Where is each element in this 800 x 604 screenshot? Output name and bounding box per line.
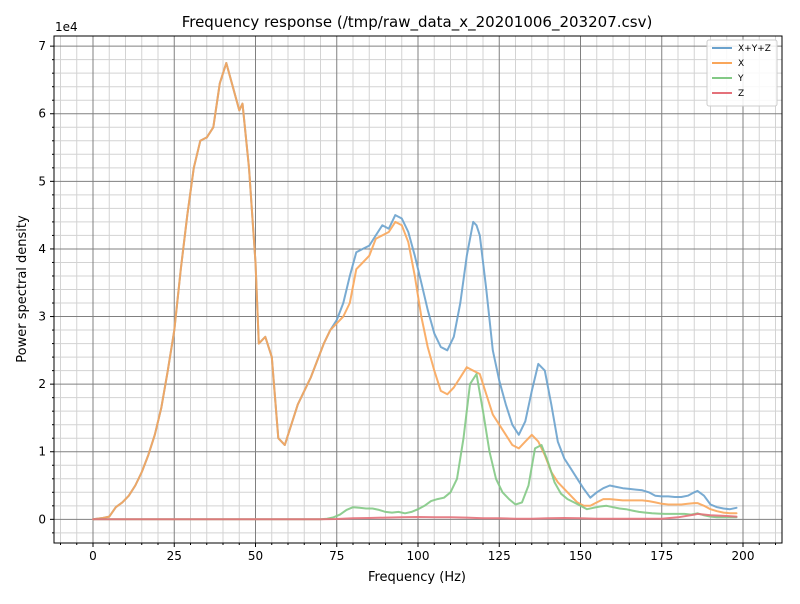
y-tick-label: 2 — [38, 377, 46, 391]
x-tick-label: 50 — [248, 549, 263, 563]
y-tick-label: 4 — [38, 242, 46, 256]
y-tick-label: 3 — [38, 310, 46, 324]
chart-title: Frequency response (/tmp/raw_data_x_2020… — [182, 13, 653, 32]
series-line-x — [92, 62, 738, 521]
x-tick-label: 150 — [569, 549, 592, 563]
y-tick-label: 1 — [38, 445, 46, 459]
legend-label: X+Y+Z — [738, 44, 771, 54]
y-tick-label: 5 — [38, 174, 46, 188]
x-tick-label: 125 — [488, 549, 511, 563]
x-tick-label: 175 — [650, 549, 673, 563]
series-line-z — [92, 512, 738, 521]
x-tick-label: 200 — [732, 549, 755, 563]
y-tick-label: 7 — [38, 39, 46, 53]
x-tick-label: 25 — [167, 549, 182, 563]
y-axis-label: Power spectral density — [15, 215, 30, 363]
x-axis-label: Frequency (Hz) — [368, 570, 466, 585]
legend: X+Y+Z XYZ — [706, 39, 778, 107]
legend-label: Y — [737, 74, 744, 84]
y-axis-multiplier: 1e4 — [55, 20, 78, 34]
series-layer — [92, 62, 738, 521]
x-tick-label: 75 — [329, 549, 344, 563]
legend-box — [706, 39, 778, 107]
legend-label: X — [738, 59, 744, 69]
x-tick-label: 0 — [89, 549, 97, 563]
x-axis-ticks: 0 25 50 75 100 125 150 175 200 — [60, 543, 776, 563]
series-line-y — [92, 373, 738, 521]
legend-label: Z — [738, 89, 744, 99]
y-tick-label: 6 — [38, 107, 46, 121]
y-tick-label: 0 — [38, 512, 46, 526]
y-axis-ticks: 0 1 2 3 4 5 6 7 — [38, 39, 54, 534]
minor-grid — [54, 36, 782, 543]
x-tick-label: 100 — [407, 549, 430, 563]
